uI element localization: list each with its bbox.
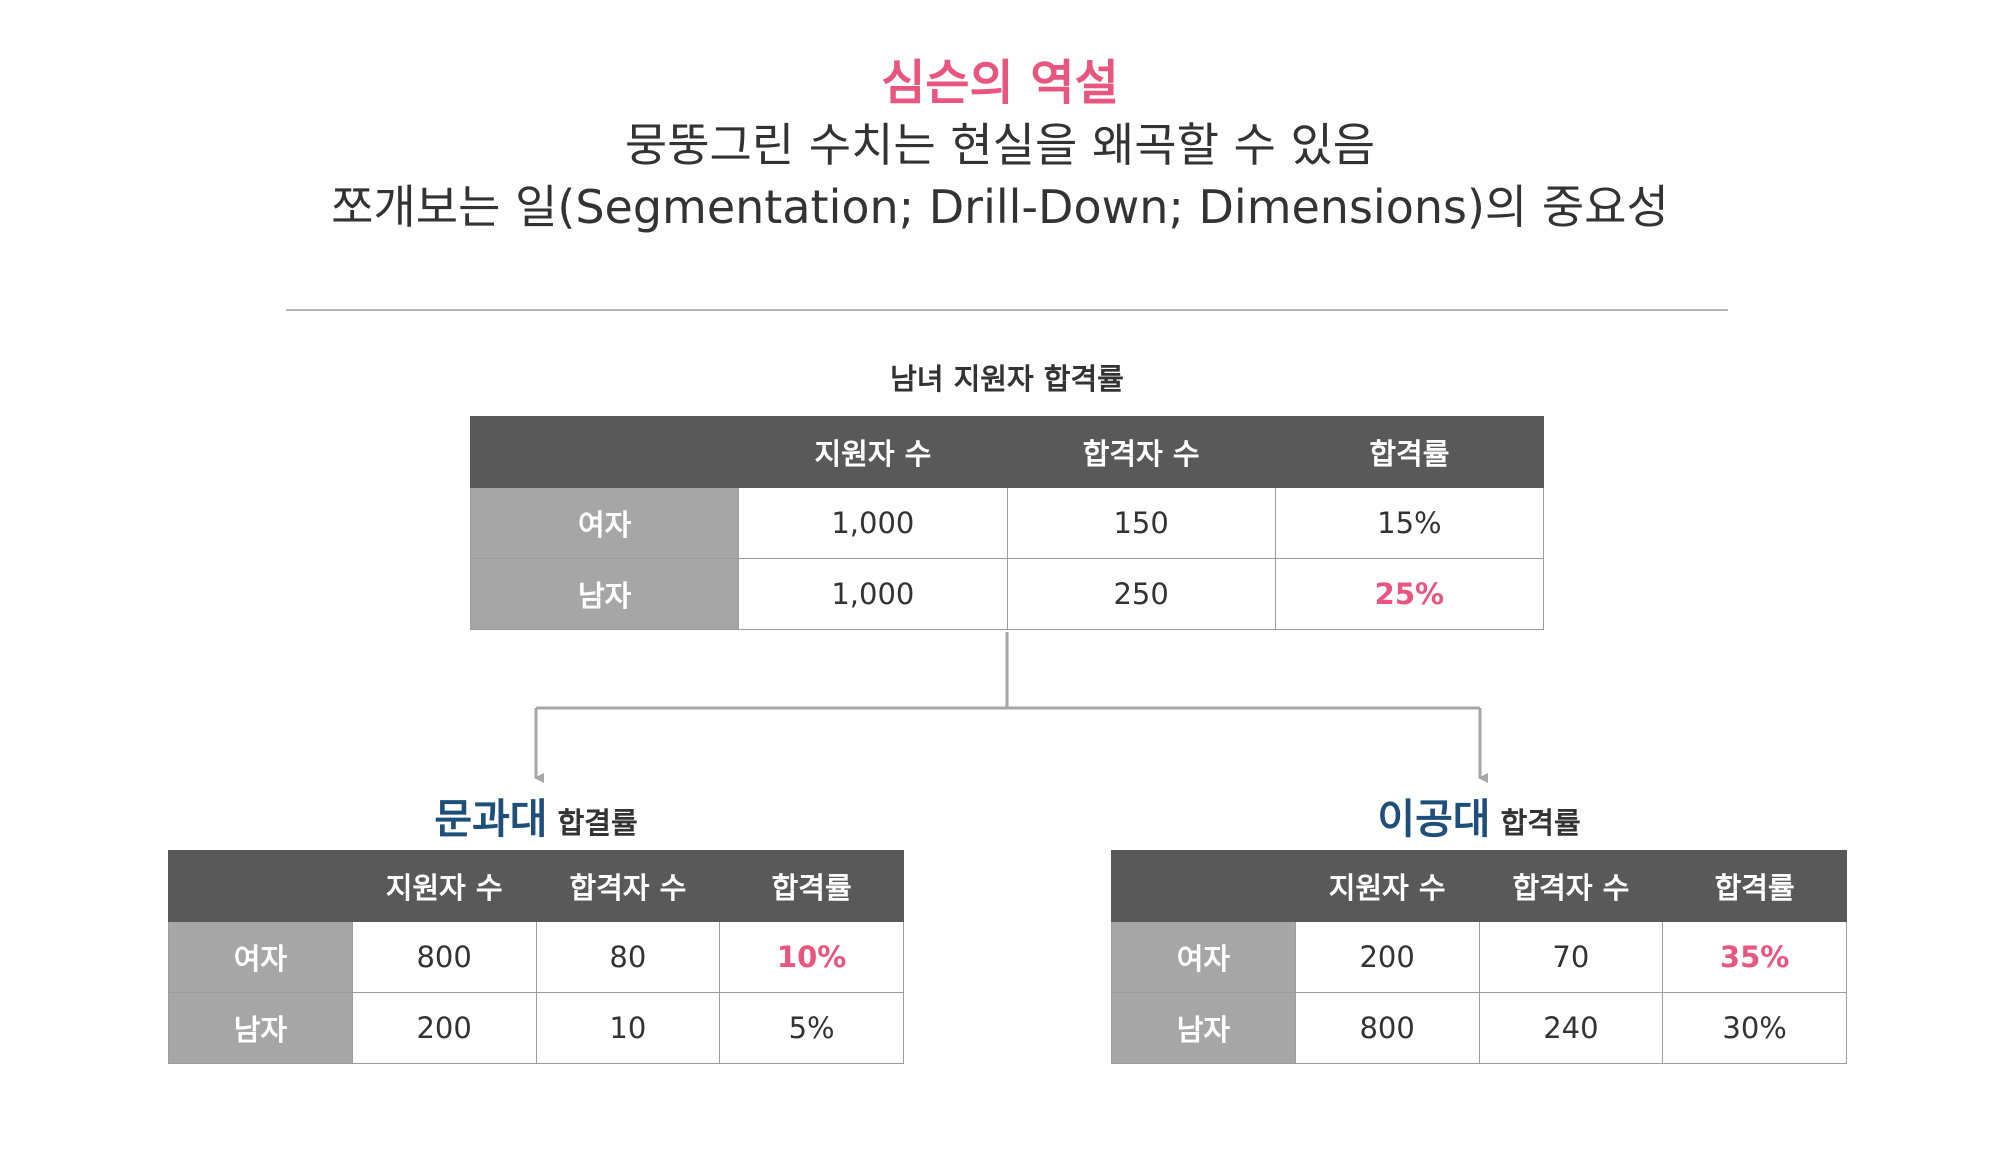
cell-rate: 5% <box>719 992 904 1064</box>
title-block: 심슨의 역설 뭉뚱그린 수치는 현실을 왜곡할 수 있음 쪼개보는 일(Segm… <box>0 52 2000 238</box>
engineering-admission-table: 지원자 수 합격자 수 합격률 여자 200 70 35% 남자 800 240… <box>1111 850 1847 1064</box>
right-table-caption: 이공대 합격률 <box>1111 785 1847 845</box>
cell-admitted: 250 <box>1006 558 1276 630</box>
row-label-male: 남자 <box>469 558 740 630</box>
row-label-male: 남자 <box>168 992 353 1064</box>
main-table-caption: 남녀 지원자 합격률 <box>890 362 1124 396</box>
cell-applicants: 800 <box>351 921 537 993</box>
cell-applicants: 1,000 <box>738 558 1008 630</box>
header-admitted: 합격자 수 <box>535 850 721 922</box>
header-corner <box>469 416 740 488</box>
dept-name-engineering: 이공대 <box>1377 795 1491 843</box>
table-row: 남자 1,000 250 25% <box>469 558 1545 630</box>
table-row: 여자 200 70 35% <box>1111 921 1847 993</box>
cell-applicants: 200 <box>1294 921 1480 993</box>
cell-admitted: 240 <box>1478 992 1664 1064</box>
cell-rate-highlight: 35% <box>1662 921 1847 993</box>
header-corner <box>168 850 353 922</box>
table-header-row: 지원자 수 합격자 수 합격률 <box>168 850 904 922</box>
table-row: 남자 200 10 5% <box>168 992 904 1064</box>
cell-rate-highlight: 25% <box>1274 558 1545 630</box>
header-rate: 합격률 <box>719 850 904 922</box>
humanities-admission-table: 지원자 수 합격자 수 합격률 여자 800 80 10% 남자 200 10 … <box>168 850 904 1064</box>
header-rate: 합격률 <box>1274 416 1545 488</box>
cell-rate: 15% <box>1274 487 1545 559</box>
cell-rate-highlight: 10% <box>719 921 904 993</box>
cell-admitted: 10 <box>535 992 721 1064</box>
subtitle-line-2: 쪼개보는 일(Segmentation; Drill-Down; Dimensi… <box>331 180 1669 234</box>
dept-name-humanities: 문과대 <box>434 795 548 843</box>
table-row: 여자 1,000 150 15% <box>469 487 1545 559</box>
row-label-female: 여자 <box>1111 921 1296 993</box>
cell-admitted: 80 <box>535 921 721 993</box>
caption-suffix: 합결률 <box>547 806 638 840</box>
divider <box>286 309 1728 311</box>
row-label-female: 여자 <box>168 921 353 993</box>
header-admitted: 합격자 수 <box>1478 850 1664 922</box>
table-header-row: 지원자 수 합격자 수 합격률 <box>469 416 1545 488</box>
header-applicants: 지원자 수 <box>351 850 537 922</box>
header-applicants: 지원자 수 <box>1294 850 1480 922</box>
caption-suffix: 합격률 <box>1490 806 1581 840</box>
cell-applicants: 1,000 <box>738 487 1008 559</box>
header-admitted: 합격자 수 <box>1006 416 1276 488</box>
row-label-male: 남자 <box>1111 992 1296 1064</box>
header-corner <box>1111 850 1296 922</box>
page-title: 심슨의 역설 <box>881 55 1119 111</box>
table-row: 여자 800 80 10% <box>168 921 904 993</box>
cell-rate: 30% <box>1662 992 1847 1064</box>
row-label-female: 여자 <box>469 487 740 559</box>
left-table-caption: 문과대 합결률 <box>168 785 904 845</box>
table-header-row: 지원자 수 합격자 수 합격률 <box>1111 850 1847 922</box>
cell-applicants: 200 <box>351 992 537 1064</box>
header-rate: 합격률 <box>1662 850 1847 922</box>
header-applicants: 지원자 수 <box>738 416 1008 488</box>
cell-applicants: 800 <box>1294 992 1480 1064</box>
cell-admitted: 70 <box>1478 921 1664 993</box>
table-row: 남자 800 240 30% <box>1111 992 1847 1064</box>
cell-admitted: 150 <box>1006 487 1276 559</box>
subtitle-line-1: 뭉뚱그린 수치는 현실을 왜곡할 수 있음 <box>624 118 1376 172</box>
overall-admission-table: 지원자 수 합격자 수 합격률 여자 1,000 150 15% 남자 1,00… <box>469 416 1545 630</box>
